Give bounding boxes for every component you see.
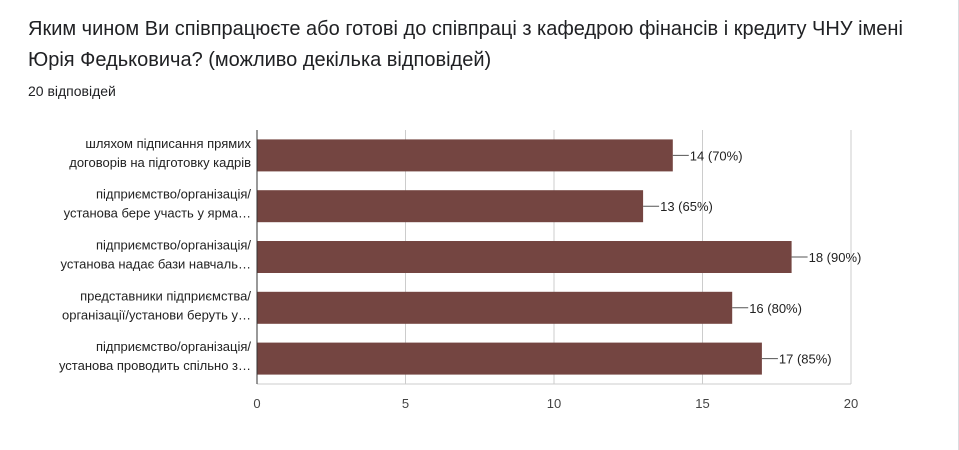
data-label: 13 (65%)	[660, 199, 713, 214]
x-tick-label: 5	[402, 396, 409, 411]
bar	[257, 139, 673, 172]
x-tick-label: 0	[253, 396, 260, 411]
category-label: представники підприємства/	[80, 288, 251, 303]
data-label: 16 (80%)	[749, 301, 802, 316]
bar	[257, 190, 644, 223]
x-tick-label: 15	[695, 396, 709, 411]
category-label: шляхом підписання прямих	[85, 136, 251, 151]
response-count: 20 відповідей	[28, 83, 116, 99]
x-tick-label: 20	[844, 396, 858, 411]
category-label: установа надає бази навчаль…	[60, 257, 251, 272]
data-label: 14 (70%)	[690, 148, 743, 163]
category-label: установа проводить спільно з…	[59, 358, 251, 373]
category-label: підприємство/організація/	[96, 339, 251, 354]
data-label: 18 (90%)	[809, 250, 862, 265]
category-label: підприємство/організація/	[96, 187, 251, 202]
x-tick-label: 10	[547, 396, 561, 411]
category-label: організації/установи беруть у…	[62, 307, 251, 322]
question-title: Яким чином Ви співпрацюєте або готові до…	[28, 18, 903, 71]
bar	[257, 291, 733, 324]
bar	[257, 241, 792, 273]
category-label: підприємство/організація/	[96, 238, 251, 253]
category-label: договорів на підготовку кадрів	[69, 155, 251, 170]
category-label: установа бере участь у ярма…	[64, 206, 251, 221]
data-label: 17 (85%)	[779, 352, 832, 367]
bar	[257, 342, 762, 375]
